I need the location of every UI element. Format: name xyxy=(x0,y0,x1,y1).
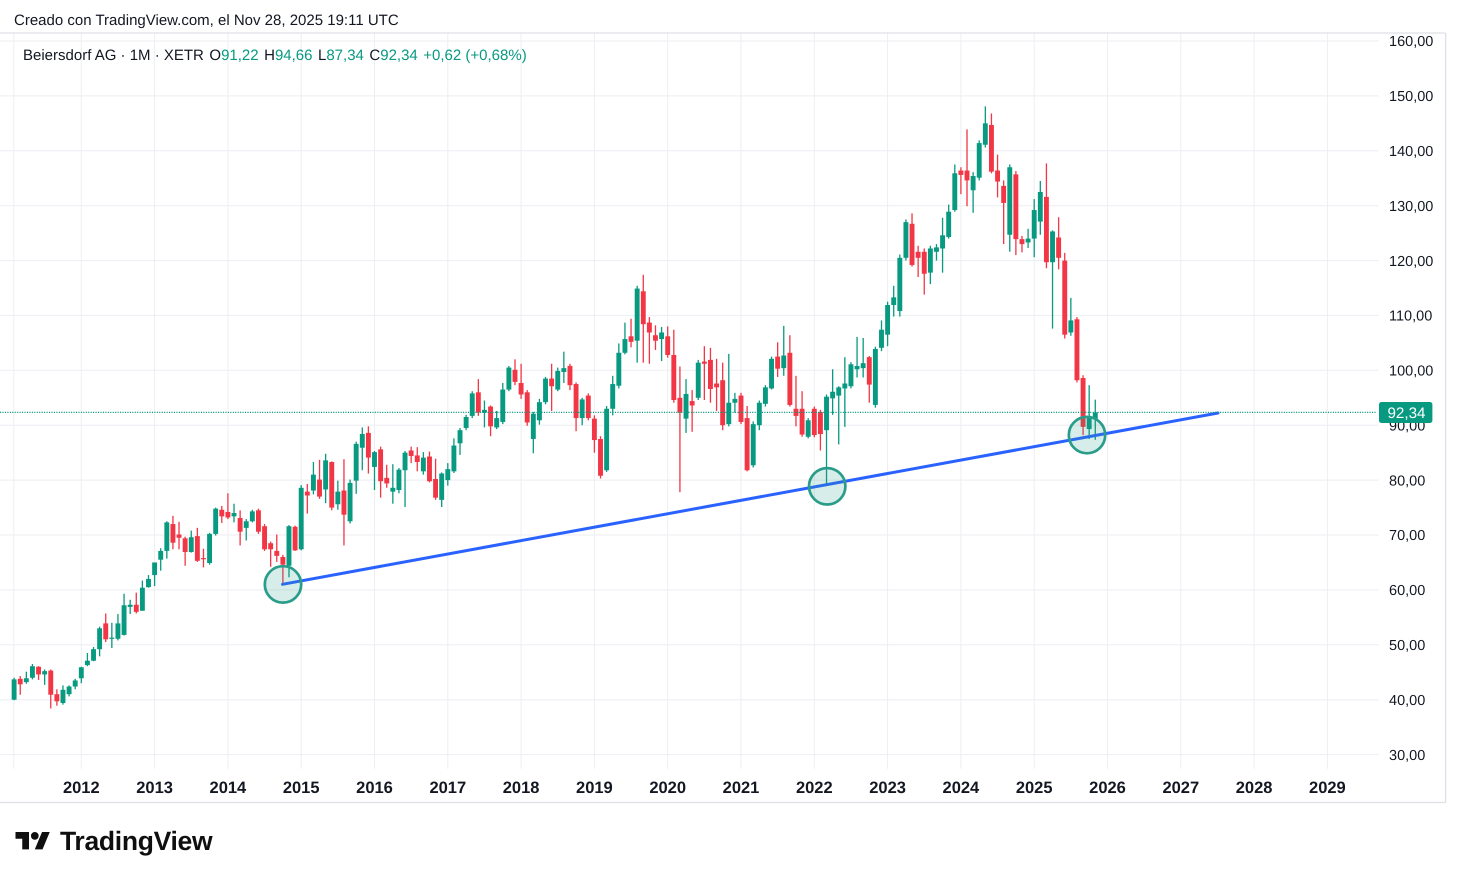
svg-text:2028: 2028 xyxy=(1236,779,1273,797)
svg-text:110,00: 110,00 xyxy=(1389,309,1432,325)
svg-text:2018: 2018 xyxy=(503,779,540,797)
svg-text:2026: 2026 xyxy=(1089,779,1126,797)
svg-text:60,00: 60,00 xyxy=(1389,583,1425,599)
svg-text:140,00: 140,00 xyxy=(1389,144,1433,160)
svg-text:40,00: 40,00 xyxy=(1389,693,1425,709)
svg-text:2022: 2022 xyxy=(796,779,833,797)
svg-text:2013: 2013 xyxy=(136,779,173,797)
svg-text:80,00: 80,00 xyxy=(1389,473,1425,489)
svg-text:30,00: 30,00 xyxy=(1389,748,1425,764)
svg-text:2020: 2020 xyxy=(649,779,686,797)
svg-text:130,00: 130,00 xyxy=(1389,199,1433,215)
svg-text:2029: 2029 xyxy=(1309,779,1346,797)
svg-text:Creado con TradingView.com, el: Creado con TradingView.com, el Nov 28, 2… xyxy=(14,12,399,29)
svg-text:TradingView: TradingView xyxy=(60,826,213,856)
svg-text:70,00: 70,00 xyxy=(1389,528,1425,544)
svg-text:50,00: 50,00 xyxy=(1389,638,1425,654)
svg-text:100,00: 100,00 xyxy=(1389,364,1433,380)
svg-text:160,00: 160,00 xyxy=(1389,34,1433,50)
svg-text:2023: 2023 xyxy=(869,779,906,797)
svg-text:2015: 2015 xyxy=(283,779,320,797)
svg-text:2025: 2025 xyxy=(1016,779,1053,797)
svg-text:92,34: 92,34 xyxy=(1387,405,1425,422)
svg-text:2017: 2017 xyxy=(429,779,466,797)
svg-text:2021: 2021 xyxy=(723,779,760,797)
svg-text:2012: 2012 xyxy=(63,779,100,797)
svg-text:2027: 2027 xyxy=(1162,779,1199,797)
svg-text:2024: 2024 xyxy=(943,779,981,797)
svg-text:2016: 2016 xyxy=(356,779,393,797)
svg-text:2019: 2019 xyxy=(576,779,613,797)
svg-text:120,00: 120,00 xyxy=(1389,254,1433,270)
svg-text:150,00: 150,00 xyxy=(1389,89,1433,105)
svg-text:2014: 2014 xyxy=(210,779,248,797)
